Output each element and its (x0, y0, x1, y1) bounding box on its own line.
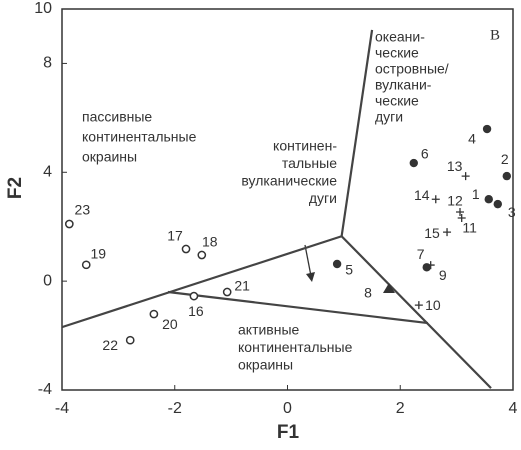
point-label: 3 (508, 204, 516, 220)
x-tick-label: -4 (55, 400, 69, 417)
point-label: 8 (364, 285, 372, 301)
region-label: пассивные (82, 109, 152, 125)
open-circle-point (181, 244, 191, 254)
y-axis-label: F2 (5, 177, 26, 199)
plus-point (456, 208, 465, 217)
point-label: 23 (75, 202, 91, 218)
region-label: ческие (375, 93, 419, 109)
region-label: тальные (282, 155, 337, 171)
y-tick-label: -4 (38, 381, 52, 398)
point-label: 9 (439, 267, 447, 283)
region-label: окраины (238, 357, 293, 373)
open-circle-point (222, 287, 232, 297)
region-label: континентальные (238, 339, 353, 355)
boundary-line (61, 235, 342, 329)
point-label: 13 (447, 158, 463, 174)
open-circle-point (197, 250, 207, 260)
plus-point (431, 195, 440, 204)
y-tick-label: 4 (43, 164, 52, 181)
point-label: 22 (102, 337, 118, 353)
x-tick-label: 0 (283, 400, 292, 417)
y-tick-label: 0 (43, 272, 52, 289)
region-label: вулканические (241, 173, 337, 189)
region-label: дуги (375, 109, 403, 125)
filled-circle-point (332, 259, 342, 269)
point-label: 16 (188, 303, 204, 319)
point-label: 14 (414, 187, 430, 203)
open-circle-point (81, 260, 91, 270)
arrow (304, 244, 312, 277)
open-circle-point (189, 291, 199, 301)
plus-point (457, 214, 466, 223)
filled-circle-point (493, 199, 502, 209)
plus-point (443, 228, 452, 237)
y-tick-label: 10 (34, 0, 52, 17)
x-tick-label: 4 (509, 400, 518, 417)
plus-point (461, 172, 470, 181)
point-label: 11 (462, 220, 477, 236)
region-label: окраины (82, 149, 137, 165)
point-label: 19 (90, 246, 106, 262)
point-label: 5 (345, 262, 353, 278)
x-tick-label: -2 (168, 400, 182, 417)
region-label: ческие (375, 45, 419, 61)
point-label: 18 (202, 234, 218, 250)
open-circle-point (149, 309, 159, 319)
region-label: континентальные (82, 129, 197, 145)
point-label: 10 (425, 297, 441, 313)
filled-circle-point (502, 171, 511, 181)
region-label: островные/ (375, 61, 449, 77)
boundary-line (167, 290, 429, 325)
filled-circle-point (484, 195, 493, 204)
open-circle-point (64, 219, 74, 229)
point-label: 7 (417, 246, 425, 262)
plus-point (426, 261, 435, 270)
x-tick-label: 2 (396, 400, 405, 417)
point-label: 21 (234, 278, 250, 294)
region-label: континен- (273, 138, 337, 154)
open-circle-point (125, 335, 135, 345)
y-tick-label: 8 (43, 55, 52, 72)
region-label: вулкани- (375, 77, 432, 93)
arrow-head (306, 272, 315, 282)
boundary-line (340, 29, 374, 237)
region-label: активные (238, 322, 300, 338)
boundary-line (340, 235, 492, 389)
x-axis-label: F1 (277, 422, 300, 443)
point-label: 1 (472, 186, 480, 202)
point-label: 17 (167, 228, 183, 244)
point-label: 2 (501, 151, 509, 167)
corner-label: В (490, 27, 500, 43)
triangle-point (382, 283, 395, 294)
plus-point (414, 301, 423, 310)
point-label: 20 (162, 316, 178, 332)
filled-circle-point (409, 158, 418, 168)
point-label: 15 (424, 225, 440, 241)
point-label: 4 (468, 131, 476, 147)
filled-circle-point (482, 124, 492, 134)
point-label: 12 (447, 193, 463, 209)
filled-circle-point (422, 263, 431, 272)
point-label: 6 (421, 146, 429, 162)
region-label: дуги (309, 190, 337, 206)
region-label: океани- (375, 29, 425, 45)
